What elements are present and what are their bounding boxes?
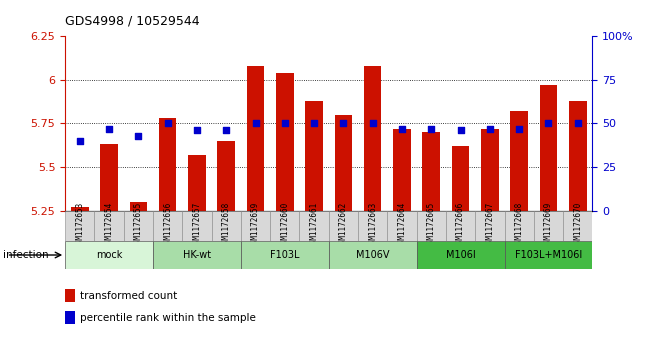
Point bbox=[250, 121, 260, 126]
Bar bbox=[329, 241, 417, 269]
Bar bbox=[446, 211, 475, 241]
Bar bbox=[241, 211, 270, 241]
Text: GSM1172658: GSM1172658 bbox=[222, 202, 230, 249]
Bar bbox=[65, 289, 75, 302]
Bar bbox=[329, 211, 358, 241]
Text: GSM1172662: GSM1172662 bbox=[339, 202, 348, 249]
Point bbox=[309, 121, 319, 126]
Point bbox=[221, 127, 232, 133]
Bar bbox=[153, 211, 182, 241]
Point bbox=[367, 121, 378, 126]
Bar bbox=[475, 211, 505, 241]
Text: GSM1172666: GSM1172666 bbox=[456, 202, 465, 249]
Bar bbox=[452, 146, 469, 211]
Bar bbox=[393, 129, 411, 211]
Bar bbox=[270, 211, 299, 241]
Bar bbox=[153, 241, 241, 269]
Point bbox=[104, 126, 115, 131]
Text: GSM1172655: GSM1172655 bbox=[134, 202, 143, 249]
Bar bbox=[358, 211, 387, 241]
Point bbox=[280, 121, 290, 126]
Text: M106V: M106V bbox=[356, 250, 389, 260]
Bar bbox=[217, 141, 235, 211]
Bar bbox=[94, 211, 124, 241]
Bar bbox=[65, 211, 94, 241]
Bar bbox=[540, 85, 557, 211]
Text: GSM1172654: GSM1172654 bbox=[105, 202, 113, 249]
Text: HK-wt: HK-wt bbox=[183, 250, 211, 260]
Text: GDS4998 / 10529544: GDS4998 / 10529544 bbox=[65, 15, 200, 28]
Text: GSM1172665: GSM1172665 bbox=[427, 202, 436, 249]
Bar bbox=[364, 66, 381, 211]
Bar bbox=[100, 144, 118, 211]
Bar bbox=[417, 211, 446, 241]
Point bbox=[484, 126, 495, 131]
Text: GSM1172653: GSM1172653 bbox=[76, 202, 84, 249]
Bar bbox=[241, 241, 329, 269]
Bar bbox=[71, 207, 89, 211]
Bar bbox=[505, 241, 592, 269]
Point bbox=[339, 121, 349, 126]
Bar bbox=[534, 211, 563, 241]
Text: GSM1172667: GSM1172667 bbox=[486, 202, 494, 249]
Point bbox=[455, 127, 465, 133]
Bar bbox=[299, 211, 329, 241]
Bar bbox=[65, 311, 75, 324]
Text: F103L+M106I: F103L+M106I bbox=[515, 250, 582, 260]
Text: GSM1172661: GSM1172661 bbox=[310, 202, 318, 249]
Text: mock: mock bbox=[96, 250, 122, 260]
Bar bbox=[188, 155, 206, 211]
Text: GSM1172670: GSM1172670 bbox=[574, 202, 582, 249]
Text: GSM1172664: GSM1172664 bbox=[398, 202, 406, 249]
Text: infection: infection bbox=[3, 250, 49, 260]
Point bbox=[572, 121, 583, 126]
Bar bbox=[276, 73, 294, 211]
Point bbox=[133, 133, 143, 139]
Point bbox=[396, 126, 408, 131]
Text: F103L: F103L bbox=[270, 250, 299, 260]
Bar bbox=[387, 211, 417, 241]
Bar bbox=[130, 202, 147, 211]
Text: GSM1172660: GSM1172660 bbox=[281, 202, 289, 249]
Bar bbox=[481, 129, 499, 211]
Point bbox=[74, 138, 85, 144]
Bar bbox=[305, 101, 323, 211]
Bar bbox=[422, 132, 440, 211]
Text: GSM1172656: GSM1172656 bbox=[163, 202, 172, 249]
Text: GSM1172669: GSM1172669 bbox=[544, 202, 553, 249]
Text: M106I: M106I bbox=[446, 250, 475, 260]
Bar bbox=[124, 211, 153, 241]
Point bbox=[163, 121, 173, 126]
Text: GSM1172659: GSM1172659 bbox=[251, 202, 260, 249]
Text: GSM1172663: GSM1172663 bbox=[368, 202, 377, 249]
Text: transformed count: transformed count bbox=[80, 291, 177, 301]
Bar bbox=[182, 211, 212, 241]
Bar bbox=[65, 241, 153, 269]
Text: GSM1172657: GSM1172657 bbox=[193, 202, 201, 249]
Bar bbox=[563, 211, 592, 241]
Bar bbox=[417, 241, 505, 269]
Bar bbox=[247, 66, 264, 211]
Bar bbox=[510, 111, 528, 211]
Point bbox=[514, 126, 524, 131]
Point bbox=[426, 126, 436, 131]
Bar bbox=[505, 211, 534, 241]
Point bbox=[543, 121, 553, 126]
Bar bbox=[569, 101, 587, 211]
Point bbox=[191, 127, 202, 133]
Bar bbox=[212, 211, 241, 241]
Bar bbox=[159, 118, 176, 211]
Text: GSM1172668: GSM1172668 bbox=[515, 202, 523, 249]
Text: percentile rank within the sample: percentile rank within the sample bbox=[80, 313, 256, 323]
Bar bbox=[335, 115, 352, 211]
